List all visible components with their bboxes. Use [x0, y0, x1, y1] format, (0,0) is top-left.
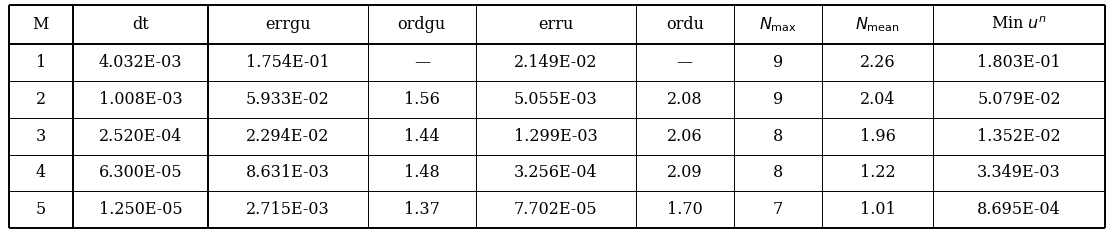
Text: 1.754E-01: 1.754E-01 — [246, 54, 330, 71]
Text: 9: 9 — [773, 91, 783, 108]
Text: 1.37: 1.37 — [404, 201, 440, 218]
Text: —: — — [413, 54, 430, 71]
Text: 1.299E-03: 1.299E-03 — [514, 128, 597, 144]
Text: 1.48: 1.48 — [404, 164, 440, 182]
Text: 5: 5 — [36, 201, 46, 218]
Text: 8: 8 — [773, 164, 783, 182]
Text: 8: 8 — [773, 128, 783, 144]
Text: 3: 3 — [36, 128, 46, 144]
Text: 1.22: 1.22 — [860, 164, 896, 182]
Text: 2.294E-02: 2.294E-02 — [246, 128, 330, 144]
Text: 7: 7 — [773, 201, 783, 218]
Text: 4.032E-03: 4.032E-03 — [99, 54, 183, 71]
Text: 2.26: 2.26 — [860, 54, 896, 71]
Text: 2.09: 2.09 — [667, 164, 703, 182]
Text: —: — — [676, 54, 693, 71]
Text: 8.695E-04: 8.695E-04 — [977, 201, 1061, 218]
Text: 6.300E-05: 6.300E-05 — [99, 164, 183, 182]
Text: 1.70: 1.70 — [667, 201, 703, 218]
Text: 2.04: 2.04 — [860, 91, 896, 108]
Text: 3.349E-03: 3.349E-03 — [977, 164, 1061, 182]
Text: ordu: ordu — [666, 16, 704, 33]
Text: 1.008E-03: 1.008E-03 — [99, 91, 183, 108]
Text: dt: dt — [133, 16, 149, 33]
Text: 1.01: 1.01 — [860, 201, 896, 218]
Text: 3.256E-04: 3.256E-04 — [514, 164, 597, 182]
Text: 1.96: 1.96 — [860, 128, 896, 144]
Text: erru: erru — [538, 16, 574, 33]
Text: 7.702E-05: 7.702E-05 — [514, 201, 597, 218]
Text: ordgu: ordgu — [398, 16, 446, 33]
Text: 1.803E-01: 1.803E-01 — [977, 54, 1061, 71]
Text: 2.520E-04: 2.520E-04 — [99, 128, 182, 144]
Text: 2.149E-02: 2.149E-02 — [514, 54, 597, 71]
Text: $N_{\mathrm{mean}}$: $N_{\mathrm{mean}}$ — [856, 15, 900, 34]
Text: 1.250E-05: 1.250E-05 — [99, 201, 183, 218]
Text: 2.08: 2.08 — [667, 91, 703, 108]
Text: 1.352E-02: 1.352E-02 — [977, 128, 1061, 144]
Text: 1.44: 1.44 — [404, 128, 440, 144]
Text: 8.631E-03: 8.631E-03 — [246, 164, 330, 182]
Text: errgu: errgu — [265, 16, 311, 33]
Text: 2.715E-03: 2.715E-03 — [246, 201, 330, 218]
Text: M: M — [32, 16, 49, 33]
Text: 5.079E-02: 5.079E-02 — [977, 91, 1061, 108]
Text: 1: 1 — [36, 54, 46, 71]
Text: $N_{\max}$: $N_{\max}$ — [760, 15, 798, 34]
Text: 4: 4 — [36, 164, 46, 182]
Text: 2.06: 2.06 — [667, 128, 703, 144]
Text: 9: 9 — [773, 54, 783, 71]
Text: 5.933E-02: 5.933E-02 — [246, 91, 330, 108]
Text: 1.56: 1.56 — [404, 91, 440, 108]
Text: Min $u^{n}$: Min $u^{n}$ — [991, 16, 1047, 33]
Text: 2: 2 — [36, 91, 46, 108]
Text: 5.055E-03: 5.055E-03 — [514, 91, 597, 108]
